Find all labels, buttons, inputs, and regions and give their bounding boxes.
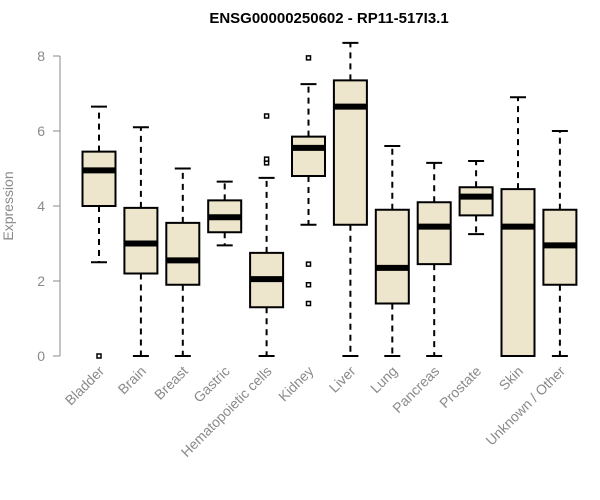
y-tick-label: 8	[37, 48, 45, 64]
outlier-point	[263, 113, 270, 119]
box-rect	[81, 150, 117, 207]
box-hematopoietic-cells	[249, 113, 285, 357]
box-breast	[165, 167, 201, 357]
x-tick-label: Pancreas	[389, 363, 442, 416]
x-tick-label: Bladder	[62, 363, 108, 409]
box-kidney	[291, 55, 326, 307]
x-tick-label: Prostate	[436, 363, 484, 411]
box-unknown-other	[542, 130, 578, 357]
y-tick-label: 4	[37, 198, 45, 214]
box-rect	[165, 221, 201, 286]
outlier-point	[263, 156, 270, 162]
box-bladder	[81, 105, 117, 359]
chart-title: ENSG00000250602 - RP11-517I3.1	[209, 10, 448, 27]
y-tick-label: 0	[37, 348, 45, 364]
y-axis-label: Expression	[0, 171, 16, 240]
x-tick-label: Breast	[151, 363, 191, 403]
y-tick-label: 2	[37, 273, 45, 289]
box-brain	[123, 126, 159, 357]
outlier-point	[96, 353, 102, 359]
box-gastric	[207, 180, 243, 247]
y-axis: 0 2 4 6 8	[37, 48, 61, 364]
box-rect	[291, 135, 326, 177]
boxes-group	[81, 41, 578, 359]
x-tick-label: Skin	[496, 363, 527, 394]
box-rect	[332, 79, 368, 226]
box-rect	[458, 186, 494, 217]
x-tick-label: Lung	[367, 363, 400, 396]
x-tick-label: Kidney	[275, 363, 317, 405]
box-prostate	[458, 160, 494, 236]
outlier-point	[305, 55, 312, 61]
outlier-point	[305, 282, 312, 288]
box-pancreas	[416, 161, 452, 357]
box-rect	[374, 208, 410, 305]
outlier-point	[305, 261, 312, 267]
box-lung	[374, 145, 410, 357]
x-tick-label: Unknown / Other	[482, 363, 568, 449]
outlier-point	[305, 300, 312, 307]
box-liver	[332, 41, 368, 357]
box-skin	[500, 96, 536, 357]
x-tick-label: Brain	[115, 363, 149, 397]
x-tick-label: Liver	[326, 363, 359, 396]
y-tick-label: 6	[37, 123, 45, 139]
box-rect	[500, 188, 536, 357]
box-rect	[416, 201, 452, 266]
